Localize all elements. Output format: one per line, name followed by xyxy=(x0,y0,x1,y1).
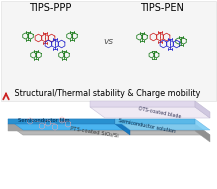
Text: Structural/Thermal stability & Charge mobility: Structural/Thermal stability & Charge mo… xyxy=(12,89,200,98)
Text: TIPS-PPP: TIPS-PPP xyxy=(29,3,71,13)
Polygon shape xyxy=(8,124,195,131)
Polygon shape xyxy=(90,107,210,118)
Polygon shape xyxy=(8,119,130,130)
FancyBboxPatch shape xyxy=(1,1,216,101)
Polygon shape xyxy=(195,124,210,142)
Polygon shape xyxy=(115,119,130,135)
Polygon shape xyxy=(90,101,195,107)
Polygon shape xyxy=(115,119,210,130)
Text: TIPS-PEN: TIPS-PEN xyxy=(140,3,184,13)
Polygon shape xyxy=(115,119,195,124)
Text: OTS-coated blade: OTS-coated blade xyxy=(138,106,182,120)
Text: Semiconductor solution: Semiconductor solution xyxy=(118,118,176,134)
Text: PTS-coated SiO₂/Si: PTS-coated SiO₂/Si xyxy=(70,126,119,138)
Polygon shape xyxy=(8,124,210,135)
Text: vs: vs xyxy=(103,36,113,46)
Polygon shape xyxy=(8,119,115,124)
Polygon shape xyxy=(195,101,210,118)
Text: Semiconductor film: Semiconductor film xyxy=(18,119,70,123)
